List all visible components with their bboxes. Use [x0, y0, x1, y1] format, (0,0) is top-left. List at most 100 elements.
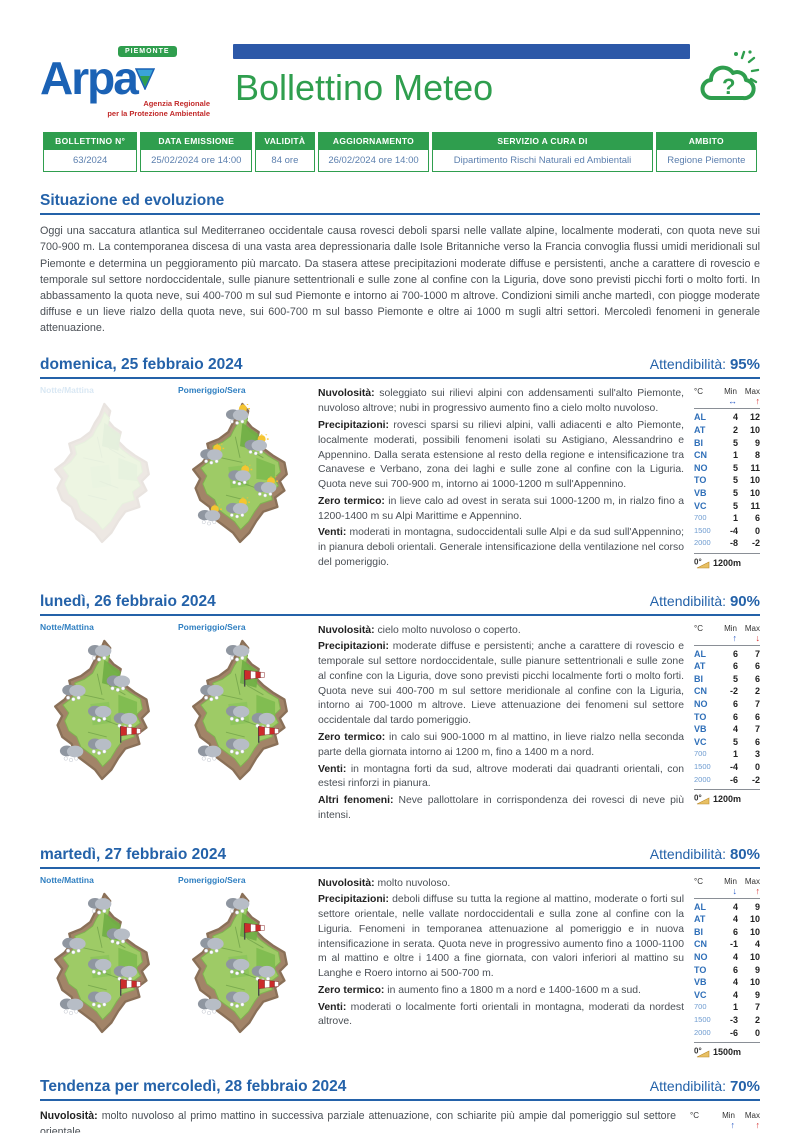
temps-row: TO 6 6	[694, 711, 760, 722]
temps-row: 700 1 3	[694, 749, 760, 760]
temps-row: AL 4 12	[694, 412, 760, 423]
piemonte-map	[54, 892, 150, 1033]
arpa-logo: PIEMONTE Arpa Agenzia Regionale per la P…	[40, 34, 225, 118]
temps-rows: AL 4 9 AT 4 10 BI 6 10 CN -1 4 NO 4 10 TO 6 9 VB 4 10 VC 4 9 700…	[694, 897, 760, 1040]
map-label: Notte/Mattina	[40, 874, 94, 885]
temps-trend-arrows: ↑ ↓	[694, 632, 761, 645]
temps-row: CN -1 4	[694, 939, 760, 950]
zero-termico-level: 1500m	[694, 1042, 760, 1058]
day-header: martedì, 27 febbraio 2024 Attendibilità:…	[40, 846, 760, 869]
forecast-item: Zero termico: in lieve calo ad ovest in …	[318, 495, 685, 522]
temps-row: VC 5 6	[694, 736, 760, 747]
day-header: domenica, 25 febbraio 2024 Attendibilità…	[40, 356, 760, 380]
temps-row: CN 1 8	[694, 450, 760, 461]
map-pomeriggio-sera: Pomeriggio/Sera	[178, 875, 302, 1059]
logo-drop-icon	[134, 67, 155, 90]
day-forecast-text: Nuvolosità: molto nuvoloso. Precipitazion…	[318, 877, 684, 1059]
zero-termico-level: 1200m	[694, 552, 760, 569]
temps-row: VC 4 9	[694, 989, 760, 1000]
piemonte-map	[192, 892, 288, 1033]
day-maps: Notte/Mattina Pomeriggio/Sera	[40, 875, 308, 1059]
forecast-item: Nuvolosità: molto nuvoloso.	[318, 877, 451, 889]
info-value-emissione: 25/02/2024 ore 14:00	[140, 150, 253, 173]
temps-row: TO 6 9	[694, 964, 760, 975]
max-trend-arrow: ↑	[755, 396, 761, 407]
day-section-lunedi: lunedì, 26 febbraio 2024 Attendibilità: …	[40, 593, 760, 826]
page-header: PIEMONTE Arpa Agenzia Regionale per la P…	[40, 34, 760, 118]
map-pomeriggio-sera: Pomeriggio/Sera	[178, 622, 302, 826]
zero-termico-level: 1200m	[694, 789, 760, 805]
piemonte-map	[192, 403, 288, 544]
forecast-item: Nuvolosità: cielo molto nuvoloso o coper…	[318, 624, 521, 636]
temps-header: °C Min Max	[694, 387, 760, 397]
zero-termico-icon	[694, 557, 710, 569]
tendenza-title: Tendenza per mercoledì, 28 febbraio 2024	[40, 1078, 347, 1096]
situazione-header: Situazione ed evoluzione	[40, 192, 760, 216]
logo-tagline: Agenzia Regionale per la Protezione Ambi…	[107, 99, 210, 118]
temps-row: 2000 -8 -2	[694, 538, 760, 549]
tendenza-section: Tendenza per mercoledì, 28 febbraio 2024…	[40, 1078, 760, 1133]
map-label: Notte/Mattina	[40, 385, 94, 396]
day-maps: Notte/Mattina Pomeriggio/Sera	[40, 622, 308, 826]
temps-rows: AL 6 7 AT 6 6 BI 5 6 CN -2 2 NO 6 7 TO 6 6 VB 4 7 VC 5 6 700 1 3 15…	[694, 644, 760, 787]
zero-termico-icon	[694, 793, 710, 805]
temps-row: VB 4 10	[694, 977, 760, 988]
min-trend-arrow: ↑	[732, 632, 738, 643]
temps-row: TO 5 10	[694, 475, 760, 486]
day-forecast-text: Nuvolosità: cielo molto nuvoloso o coper…	[318, 624, 684, 826]
forecast-item: Venti: in montagna forti da sud, altrove…	[318, 763, 685, 790]
min-trend-arrow: ↓	[732, 885, 738, 896]
piemonte-map	[54, 639, 150, 780]
situazione-section: Situazione ed evoluzione Oggi una saccat…	[40, 192, 760, 336]
map-label: Pomeriggio/Sera	[178, 874, 246, 885]
attendibilita: Attendibilità: 70%	[649, 1078, 760, 1096]
day-title: domenica, 25 febbraio 2024	[40, 356, 243, 374]
map-notte-mattina: Notte/Mattina	[40, 622, 164, 826]
forecast-item: Venti: moderati in montagna, sudoccident…	[318, 527, 684, 568]
forecast-item: Precipitazioni: rovesci sparsi su riliev…	[318, 419, 684, 491]
day-title: lunedì, 26 febbraio 2024	[40, 592, 216, 610]
info-value-servizio: Dipartimento Rischi Naturali ed Ambienta…	[432, 150, 653, 173]
min-trend-arrow: ↑	[730, 1120, 736, 1131]
map-label: Notte/Mattina	[40, 621, 94, 632]
forecast-item: Precipitazioni: moderate diffuse e persi…	[318, 641, 684, 727]
map-notte-mattina: Notte/Mattina	[40, 385, 164, 572]
tendenza-header: Tendenza per mercoledì, 28 febbraio 2024…	[40, 1078, 760, 1102]
logo-region-badge: PIEMONTE	[118, 46, 177, 57]
info-header-bollettino: BOLLETTINO N°	[43, 132, 138, 151]
day-section-martedi: martedì, 27 febbraio 2024 Attendibilità:…	[40, 846, 760, 1059]
temps-row: 700 1 7	[694, 1002, 760, 1013]
temps-row: 700 1 6	[694, 513, 760, 524]
attendibilita: Attendibilità: 95%	[649, 356, 760, 374]
zero-termico-icon	[694, 1046, 710, 1058]
page-title: Bollettino Meteo	[235, 67, 494, 108]
map-notte-mattina: Notte/Mattina	[40, 875, 164, 1059]
temps-row: VB 5 10	[694, 488, 760, 499]
info-value-bollettino: 63/2024	[43, 150, 138, 173]
info-value-ambito: Regione Piemonte	[655, 150, 757, 173]
piemonte-map	[192, 639, 288, 780]
temps-header: °C Min Max	[694, 876, 760, 886]
temps-trend-arrows: ↓ ↑	[694, 885, 761, 898]
max-trend-arrow: ↑	[755, 885, 761, 896]
forecast-item: Venti: moderati o localmente forti orien…	[318, 1001, 684, 1028]
day-section-domenica: domenica, 25 febbraio 2024 Attendibilità…	[40, 356, 760, 572]
day-maps: Notte/Mattina Pomeriggio/Sera	[40, 385, 308, 572]
temps-row: CN -2 2	[694, 686, 760, 697]
cloud-question-icon: ?	[700, 50, 760, 101]
forecast-item: Precipitazioni: deboli diffuse su tutta …	[318, 894, 685, 980]
info-value-aggiornamento: 26/02/2024 ore 14:00	[317, 150, 430, 173]
temps-row: 1500 -3 2	[694, 1014, 760, 1025]
day-temps-table: °C Min Max ↓ ↑ AL 4 9 AT 4 10 BI 6 10 CN -1 4 NO 4 10 TO 6 9…	[694, 877, 760, 1059]
forecast-item: Zero termico: in calo sui 900-1000 m al …	[318, 732, 684, 758]
temps-header: °C Min Max	[690, 1111, 760, 1121]
temps-row: BI 5 6	[694, 673, 760, 684]
forecast-item: Nuvolosità: molto nuvoloso al primo matt…	[40, 1110, 676, 1133]
header-weather-icon-wrap: ?	[690, 34, 760, 108]
temps-row: AT 2 10	[694, 425, 760, 436]
temps-rows: AL 4 12 AT 2 10 BI 5 9 CN 1 8 NO 5 11 TO 5 10 VB 5 10 VC 5 11 70…	[694, 408, 760, 550]
tendenza-forecast-text: Nuvolosità: molto nuvoloso al primo matt…	[40, 1109, 676, 1133]
temps-trend-arrows: ↔ ↑	[694, 396, 760, 408]
day-temps-table: °C Min Max ↑ ↓ AL 6 7 AT 6 6 BI 5 6 CN -2 2 NO 6 7 TO 6 6 VB 4…	[694, 624, 760, 826]
